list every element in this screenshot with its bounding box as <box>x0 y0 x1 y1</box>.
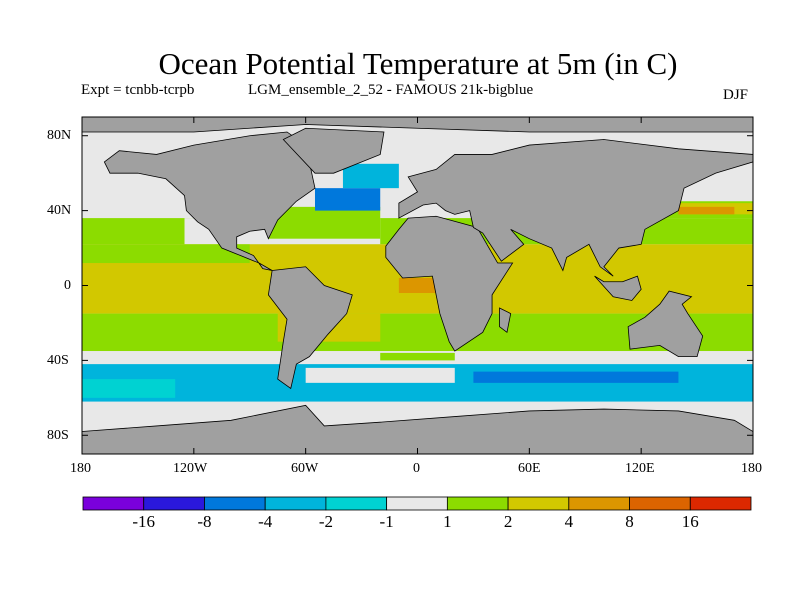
sst-region <box>678 206 735 215</box>
colorbar-swatch <box>629 496 691 511</box>
sst-region <box>380 352 455 361</box>
lat-tick: 40N <box>47 203 72 218</box>
lat-tick: 40S <box>47 353 69 368</box>
australia <box>627 290 704 358</box>
lon-tick: 60W <box>291 461 319 476</box>
colorbar-swatch <box>204 496 266 511</box>
madagascar <box>499 307 512 334</box>
colorbar-label: -1 <box>379 512 394 531</box>
sst-region <box>82 244 250 264</box>
colorbar-swatch <box>689 496 752 511</box>
experiment-label: Expt = tcnbb-tcrpb <box>81 82 195 98</box>
season-label: DJF <box>723 87 749 103</box>
colorbar-label: -8 <box>197 512 212 531</box>
maritime-continent <box>594 275 642 301</box>
lon-tick: 120E <box>625 461 655 476</box>
colorbar-swatch <box>82 496 145 511</box>
sst-region <box>268 206 381 239</box>
colorbar-swatch <box>568 496 630 511</box>
sst-region <box>342 163 399 189</box>
lon-tick: 60E <box>518 461 541 476</box>
colorbar-label: 8 <box>625 512 634 531</box>
antarctica <box>82 404 753 454</box>
plot-title: Ocean Potential Temperature at 5m (in C) <box>158 46 678 81</box>
colorbar-label: 4 <box>564 512 574 531</box>
colorbar-label: 2 <box>503 512 513 531</box>
north-america <box>103 131 316 271</box>
lon-tick: 0 <box>413 461 420 476</box>
colorbar-swatch <box>325 496 388 511</box>
colorbar-label: 16 <box>681 512 699 531</box>
lon-tick: 180 <box>741 461 762 476</box>
colorbar-swatch <box>264 496 327 511</box>
lat-tick: 80S <box>47 428 69 443</box>
south-america <box>267 266 353 390</box>
sst-region <box>82 379 176 398</box>
colorbar-label: -4 <box>258 512 273 531</box>
colorbar-swatch <box>386 496 448 511</box>
eurasia <box>398 139 753 277</box>
arctic-land-border <box>82 117 753 133</box>
sst-region <box>473 371 679 383</box>
colorbar-swatch <box>143 496 205 511</box>
lat-tick: 80N <box>47 128 72 143</box>
colorbar-label: 1 <box>443 512 452 531</box>
colorbar-label: -16 <box>132 512 156 531</box>
greenland <box>282 127 385 174</box>
lon-tick: 180 <box>70 461 91 476</box>
colorbar-label: -2 <box>318 512 333 531</box>
lon-tick: 120W <box>173 461 208 476</box>
lat-tick: 0 <box>64 278 71 293</box>
sst-region <box>305 367 455 383</box>
colorbar-swatch <box>446 496 509 511</box>
colorbar-swatch <box>507 496 570 511</box>
sst-north-atlantic-cold <box>314 188 381 211</box>
run-label: LGM_ensemble_2_52 - FAMOUS 21k-bigblue <box>248 82 534 98</box>
africa <box>385 215 514 352</box>
